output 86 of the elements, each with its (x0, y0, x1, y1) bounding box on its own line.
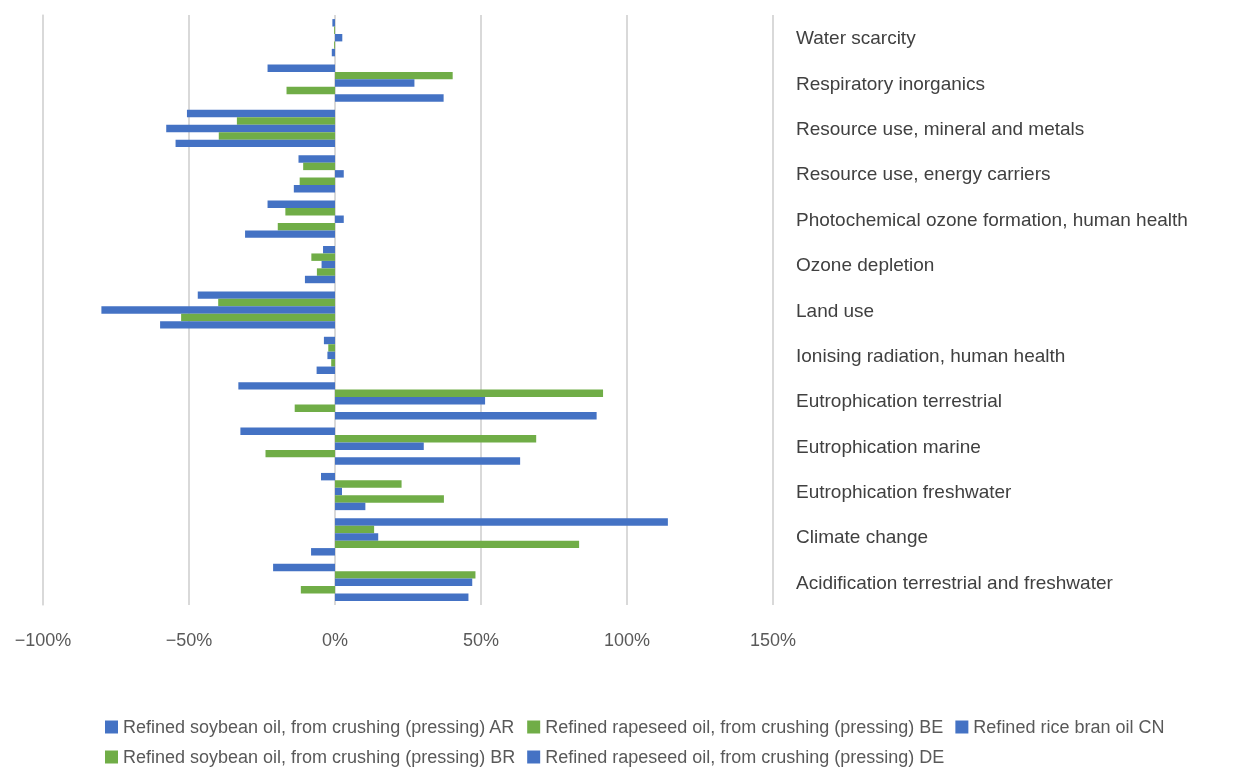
x-tick-label: 150% (749, 630, 797, 650)
bar (175, 139, 335, 148)
legend-label: Refined soybean oil, from crushing (pressing) AR (123, 717, 515, 737)
y-tick-label: Photochemical ozone formation, human health (796, 208, 1188, 230)
bar (236, 117, 335, 125)
bar (327, 351, 335, 360)
bar (304, 275, 335, 284)
y-tick-label: Ionising radiation, human health (796, 344, 1066, 366)
bar (335, 434, 537, 443)
bar (335, 71, 453, 80)
bar (335, 170, 344, 178)
x-tick-label: 100% (603, 630, 651, 650)
bar (335, 593, 469, 601)
bar (335, 79, 415, 87)
bar (298, 155, 335, 163)
y-tick-label: Eutrophication freshwater (796, 481, 1013, 503)
y-tick-label: Resource use, energy carriers (796, 163, 1051, 185)
bar (300, 586, 335, 594)
bar (321, 260, 335, 269)
bar (311, 548, 335, 556)
bar (311, 253, 335, 261)
bar (335, 487, 343, 496)
bar (335, 578, 473, 587)
bar (101, 306, 335, 314)
bar (335, 540, 580, 549)
x-tick-label: 50% (462, 630, 500, 650)
bar (245, 230, 335, 238)
bar (267, 64, 335, 72)
bar (332, 19, 335, 27)
legend-label: Refined rapeseed oil, from crushing (pressing) BE (545, 717, 944, 737)
bar (238, 382, 335, 390)
bar (316, 268, 335, 276)
bar (335, 442, 424, 450)
y-tick-label: Climate change (796, 526, 929, 548)
bar (166, 124, 335, 133)
bar (240, 427, 335, 435)
bar (286, 86, 335, 95)
y-tick-label: Acidification terrestrial and freshwater (796, 571, 1114, 593)
y-tick-label: Ozone depletion (796, 254, 935, 276)
bar (335, 571, 476, 579)
bar (335, 397, 486, 405)
bar (303, 162, 335, 171)
bar (335, 215, 344, 223)
bar (335, 533, 379, 541)
bar (293, 185, 335, 193)
bar (328, 344, 335, 352)
x-tick-label: −100% (14, 630, 72, 650)
bar (218, 298, 335, 307)
bar (294, 404, 335, 412)
bar (335, 411, 597, 420)
bar (335, 525, 375, 534)
bar (299, 177, 335, 186)
bar (335, 480, 402, 488)
y-tick-label: Eutrophication terrestrial (796, 390, 1002, 412)
bar (316, 366, 335, 374)
legend-label: Refined rice bran oil CN (973, 717, 1165, 737)
legend-label: Refined soybean oil, from crushing (pressing) BR (123, 747, 516, 767)
y-tick-label: Respiratory inorganics (796, 72, 986, 94)
bar (285, 208, 335, 216)
y-tick-label: Resource use, mineral and metals (796, 117, 1085, 139)
bar (320, 472, 335, 481)
bar (335, 457, 521, 465)
bar (218, 132, 335, 140)
bar (265, 449, 335, 458)
bar (186, 109, 335, 118)
bar (335, 502, 366, 511)
y-tick-label: Eutrophication marine (796, 435, 981, 457)
bar (277, 222, 335, 231)
bar (335, 33, 343, 42)
bar (335, 495, 444, 503)
bar (335, 389, 604, 398)
y-tick-label: Water scarcity (796, 27, 917, 49)
bar (323, 336, 335, 345)
bar (181, 313, 335, 322)
bar (160, 321, 335, 329)
bar (335, 94, 444, 102)
bar (197, 291, 335, 299)
y-tick-label: Land use (796, 299, 875, 321)
x-tick-label: 0% (321, 630, 349, 650)
bar (267, 200, 335, 209)
legend-label: Refined rapeseed oil, from crushing (pressing) DE (545, 747, 945, 767)
bar (323, 246, 335, 254)
bar (335, 518, 668, 526)
x-tick-label: −50% (165, 630, 213, 650)
bar (331, 359, 335, 367)
bar (273, 563, 335, 572)
